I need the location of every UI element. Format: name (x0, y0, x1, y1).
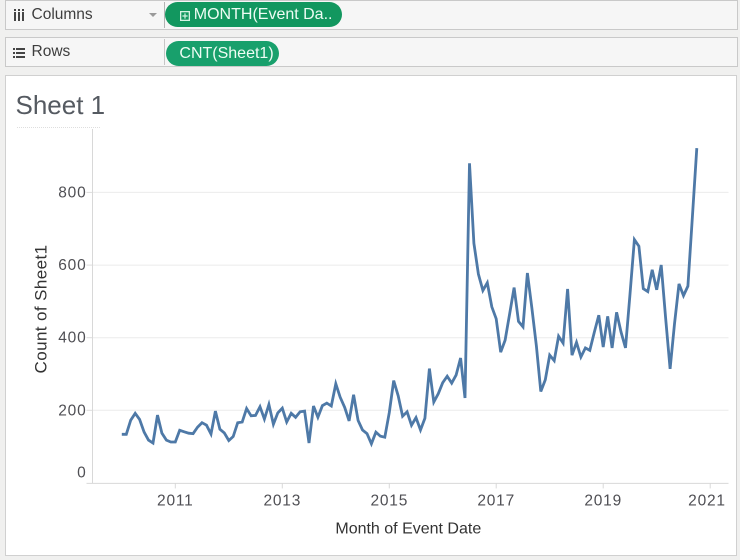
svg-text:2019: 2019 (584, 493, 622, 510)
svg-text:400: 400 (58, 330, 86, 347)
svg-text:2017: 2017 (477, 493, 515, 510)
svg-text:Count of Sheet1: Count of Sheet1 (32, 245, 51, 374)
svg-text:0: 0 (77, 465, 86, 482)
svg-text:2015: 2015 (370, 493, 408, 510)
svg-text:200: 200 (58, 402, 86, 419)
svg-text:2021: 2021 (688, 493, 726, 510)
svg-text:600: 600 (58, 257, 86, 274)
svg-text:800: 800 (58, 184, 86, 201)
svg-text:2011: 2011 (157, 493, 194, 510)
svg-text:Month of Event Date: Month of Event Date (335, 521, 481, 538)
svg-text:2013: 2013 (263, 493, 301, 510)
